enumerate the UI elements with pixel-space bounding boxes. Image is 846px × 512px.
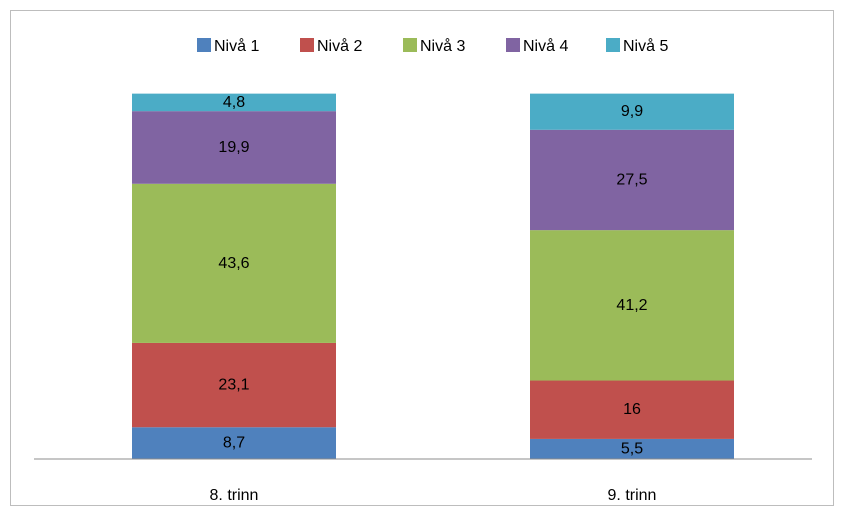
legend-swatch-niva-5 — [606, 38, 620, 52]
data-label-9-trinn-niva-5: 9,9 — [621, 103, 643, 120]
data-label-9-trinn-niva-2: 16 — [623, 401, 641, 418]
legend-swatch-niva-4 — [506, 38, 520, 52]
category-label-9-trinn: 9. trinn — [608, 487, 657, 504]
legend-swatch-niva-2 — [300, 38, 314, 52]
data-label-8-trinn-niva-5: 4,8 — [223, 94, 245, 111]
legend: Nivå 1 Nivå 2 Nivå 3 Nivå 4 Nivå 5 — [197, 37, 668, 55]
legend-label-niva-5: Nivå 5 — [623, 37, 668, 55]
data-label-9-trinn-niva-3: 41,2 — [616, 297, 647, 314]
legend-swatch-niva-1 — [197, 38, 211, 52]
data-label-9-trinn-niva-4: 27,5 — [616, 171, 647, 188]
data-label-8-trinn-niva-4: 19,9 — [218, 139, 249, 156]
data-label-8-trinn-niva-1: 8,7 — [223, 435, 245, 452]
legend-label-niva-3: Nivå 3 — [420, 37, 465, 55]
bars: 8,7 23,1 43,6 19,9 4,8 5,5 16 41,2 27,5 9,9 — [132, 94, 734, 459]
data-label-8-trinn-niva-2: 23,1 — [218, 377, 249, 394]
category-label-8-trinn: 8. trinn — [210, 487, 259, 504]
data-label-8-trinn-niva-3: 43,6 — [218, 255, 249, 272]
data-label-9-trinn-niva-1: 5,5 — [621, 440, 643, 457]
legend-swatch-niva-3 — [403, 38, 417, 52]
legend-label-niva-1: Nivå 1 — [214, 37, 259, 55]
legend-label-niva-4: Nivå 4 — [523, 37, 568, 55]
category-labels: 8. trinn 9. trinn — [210, 487, 657, 504]
legend-label-niva-2: Nivå 2 — [317, 37, 362, 55]
